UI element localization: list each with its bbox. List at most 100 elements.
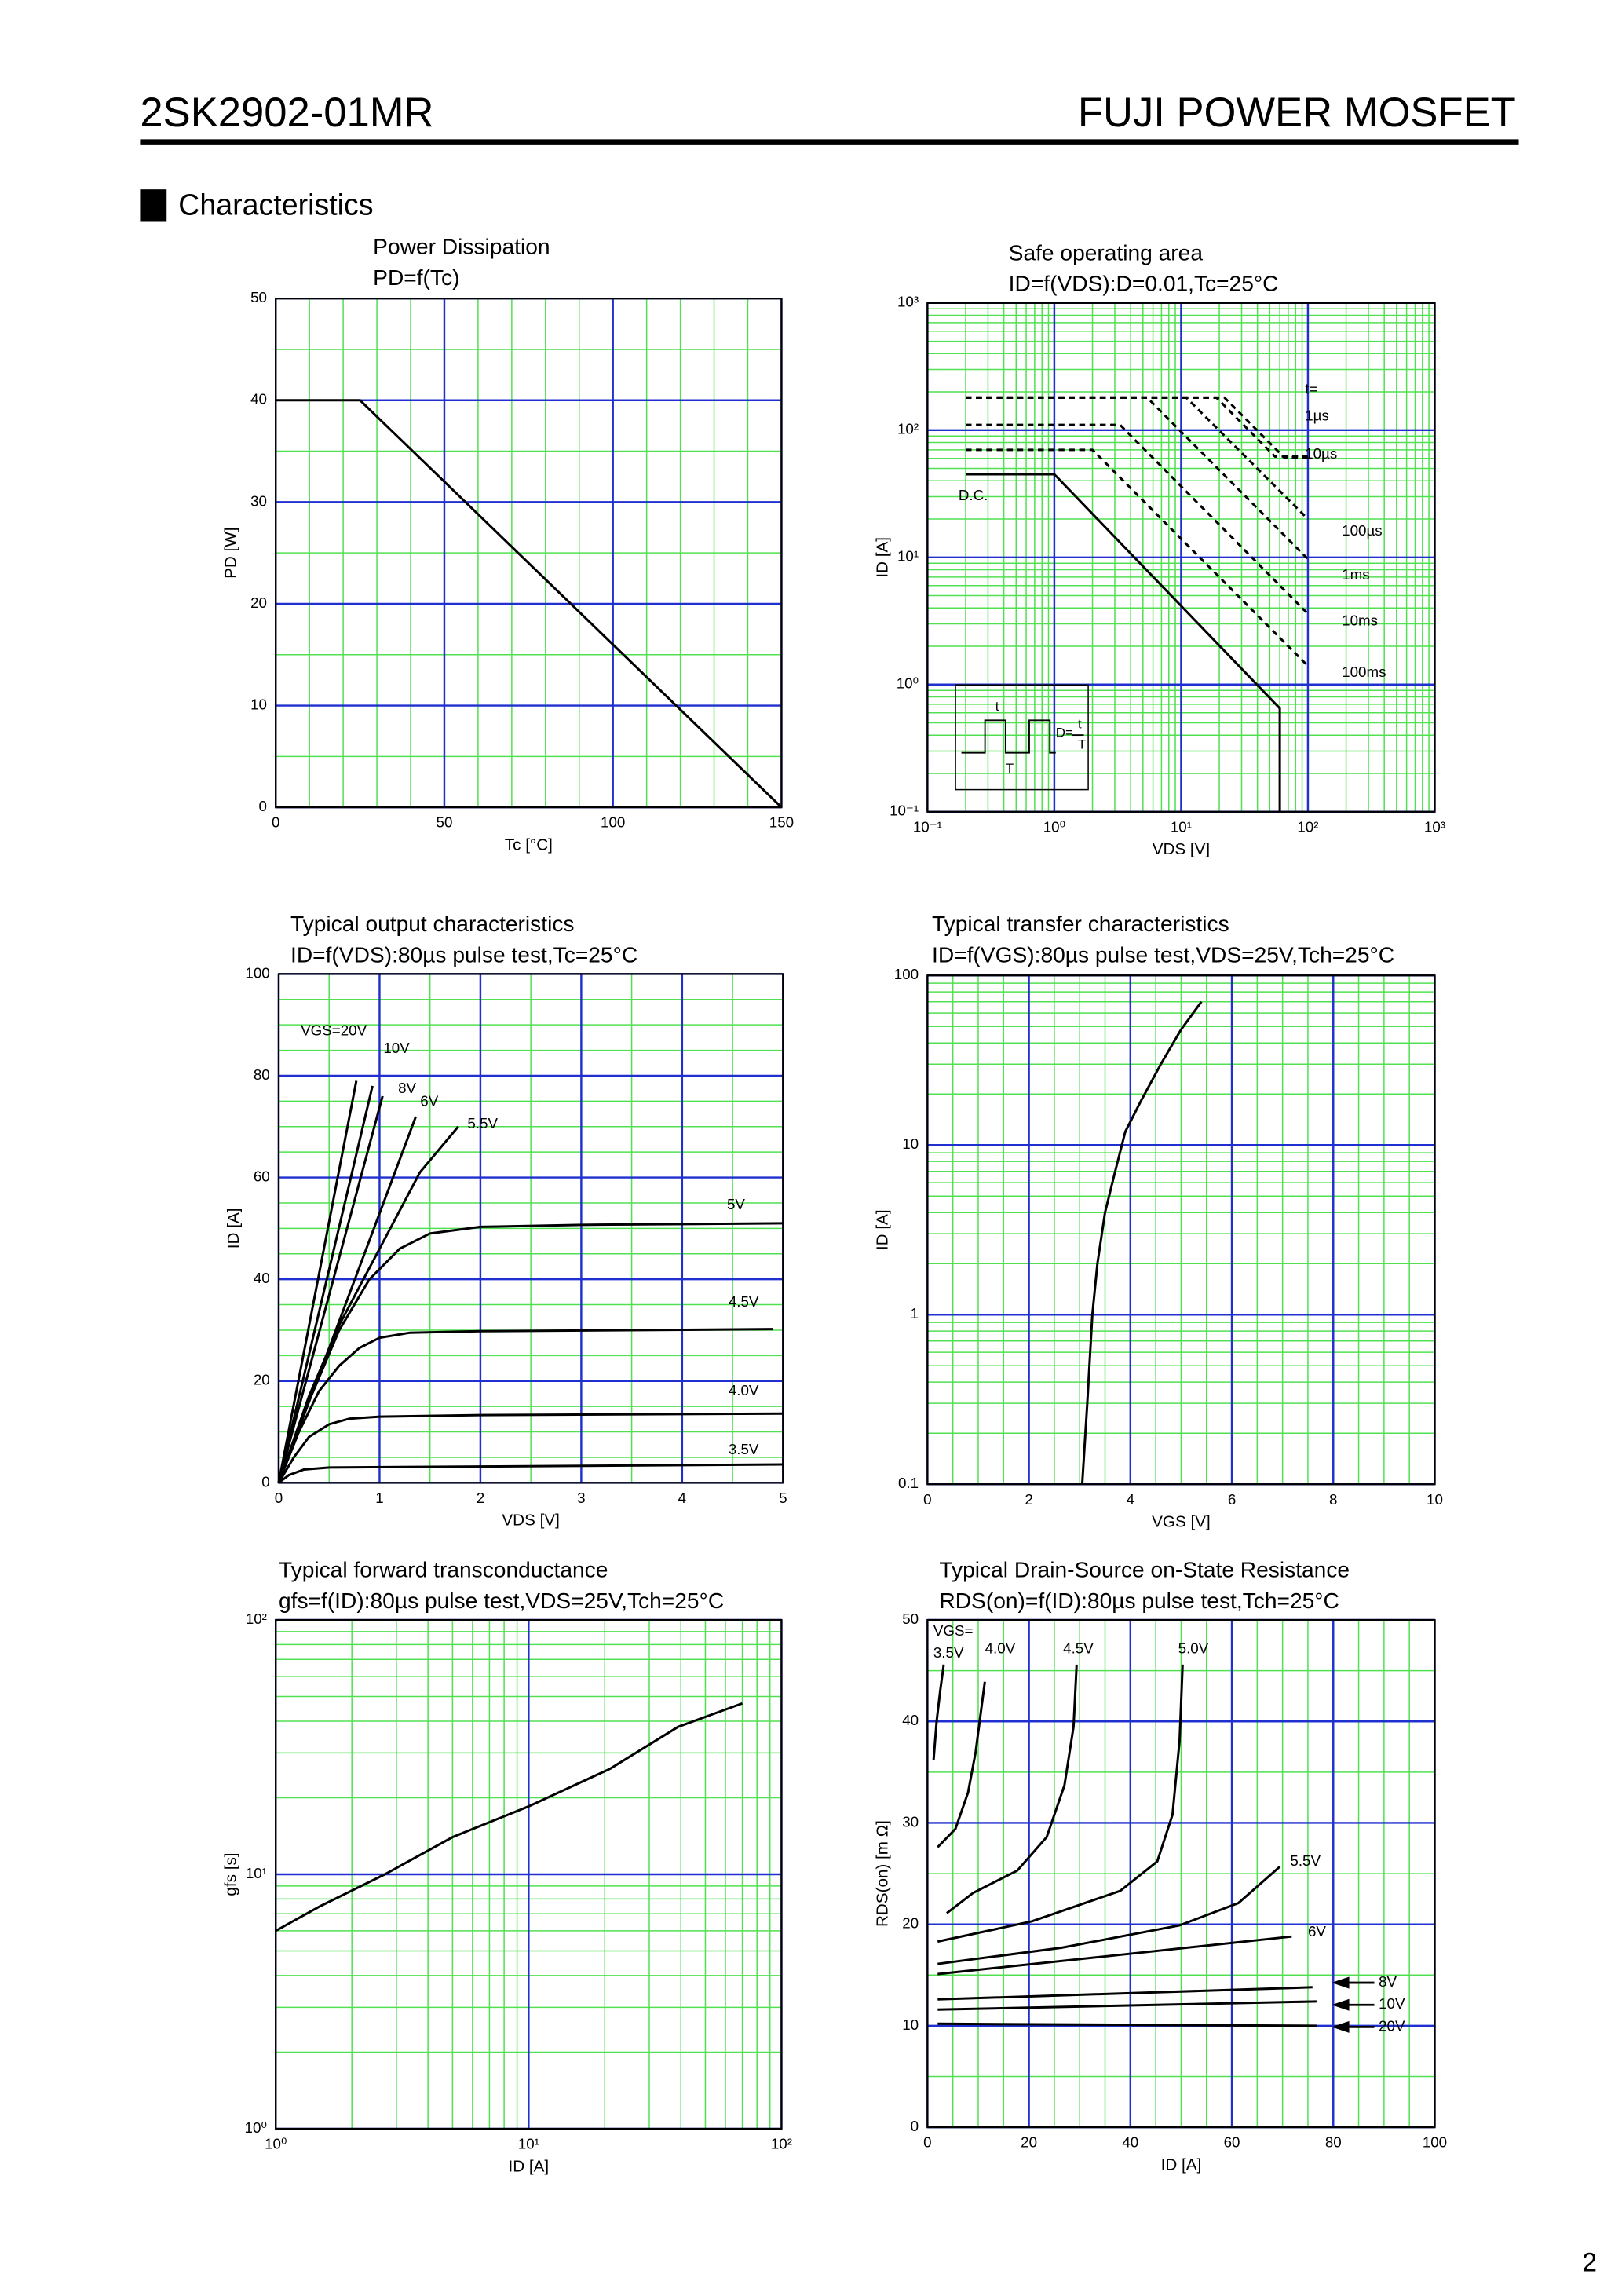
curve xyxy=(277,1412,784,1484)
inset-label: t xyxy=(995,699,999,714)
x-tick-label: 60 xyxy=(1224,2134,1240,2151)
x-axis-label: VDS [V] xyxy=(502,1512,559,1530)
y-tick-label: 10⁻¹ xyxy=(890,803,919,819)
curve-label: 20V xyxy=(1379,2017,1405,2034)
curve xyxy=(277,1085,374,1483)
plot-frame xyxy=(926,302,1436,813)
y-tick-label: 10³ xyxy=(897,294,919,310)
x-tick-label: 0 xyxy=(923,1491,931,1508)
chart-subtitle: PD=f(Tc) xyxy=(373,265,459,290)
curve xyxy=(277,1080,358,1483)
inset-box xyxy=(955,684,1089,791)
inset-label: t xyxy=(1078,716,1082,731)
curve xyxy=(277,1222,784,1483)
x-tick-label: 10⁻¹ xyxy=(913,818,942,835)
annotation: VGS= xyxy=(933,1622,974,1639)
brand: FUJI POWER MOSFET xyxy=(1078,90,1516,136)
curve xyxy=(277,1095,384,1483)
x-tick-label: 1 xyxy=(375,1490,383,1506)
x-axis-label: Tc [°C] xyxy=(505,835,553,854)
chart-subtitle: RDS(on)=f(ID):80µs pulse test,Tch=25°C xyxy=(939,1588,1339,1613)
x-tick-label: 40 xyxy=(1122,2134,1138,2151)
x-tick-label: 10¹ xyxy=(518,2136,539,2152)
y-tick-label: 0 xyxy=(911,2118,919,2134)
chart-subtitle: gfs=f(ID):80µs pulse test,VDS=25V,Tch=25… xyxy=(279,1588,724,1613)
curve xyxy=(937,1865,1281,1965)
x-tick-label: 80 xyxy=(1325,2134,1342,2151)
curve-label: 10ms xyxy=(1342,612,1378,628)
curve xyxy=(937,1681,986,1848)
section-marker xyxy=(140,189,167,222)
x-tick-label: 100 xyxy=(601,814,625,831)
curve-label: 10V xyxy=(1379,1995,1405,2012)
y-tick-label: 10 xyxy=(250,696,267,712)
curve-label: 3.5V xyxy=(933,1644,964,1661)
curve xyxy=(937,1986,1313,2001)
curve-label: 4.5V xyxy=(729,1293,759,1310)
curve xyxy=(966,396,1308,459)
plot-frame xyxy=(277,973,784,1484)
x-tick-label: 0 xyxy=(272,814,279,831)
curve xyxy=(275,1702,743,1932)
page-number: 2 xyxy=(1582,2248,1597,2278)
curve-label: 100µs xyxy=(1342,522,1383,539)
x-tick-label: 100 xyxy=(1423,2134,1447,2151)
curve-label: 10V xyxy=(383,1040,410,1056)
y-tick-label: 10⁰ xyxy=(897,675,919,692)
x-tick-label: 10³ xyxy=(1424,818,1445,835)
curve xyxy=(937,1935,1292,1976)
curve-label: 5.5V xyxy=(1290,1852,1321,1869)
y-tick-label: 10² xyxy=(897,421,919,437)
y-axis-label: gfs [s] xyxy=(221,1852,239,1896)
curve-label: 6V xyxy=(420,1093,438,1110)
pulse-diagram xyxy=(961,719,1056,754)
curve xyxy=(277,1125,459,1483)
x-tick-label: 10¹ xyxy=(1171,818,1192,835)
curve xyxy=(277,1328,773,1483)
y-tick-label: 0.1 xyxy=(898,1475,919,1491)
y-tick-label: 20 xyxy=(902,1915,919,1932)
y-axis-label: RDS(on) [m Ω] xyxy=(873,1820,891,1927)
chart-title: Typical forward transconductance xyxy=(279,1556,608,1581)
x-tick-label: 0 xyxy=(275,1490,283,1506)
x-tick-label: 10² xyxy=(1297,818,1318,835)
inset-label: T xyxy=(1006,761,1014,776)
part-number: 2SK2902-01MR xyxy=(140,90,433,136)
plot-frame xyxy=(275,1618,783,2130)
x-tick-label: 0 xyxy=(923,2134,931,2151)
curve xyxy=(946,1664,1078,1914)
x-axis-label: VDS [V] xyxy=(1153,840,1210,858)
y-tick-label: 100 xyxy=(245,964,269,981)
x-tick-label: 4 xyxy=(678,1490,686,1506)
x-axis-label: ID [A] xyxy=(509,2157,550,2175)
y-axis-label: PD [W] xyxy=(221,527,239,578)
y-tick-label: 30 xyxy=(902,1813,919,1830)
x-axis-label: ID [A] xyxy=(1161,2155,1202,2174)
curve-label: 100ms xyxy=(1342,664,1386,680)
x-tick-label: 10⁰ xyxy=(265,2136,287,2152)
chart-title: Typical transfer characteristics xyxy=(932,911,1229,936)
y-tick-label: 0 xyxy=(259,798,267,814)
curve-label: 5.0V xyxy=(1178,1640,1209,1657)
chart-title: Typical output characteristics xyxy=(290,911,575,936)
y-tick-label: 40 xyxy=(902,1712,919,1728)
y-tick-label: 1 xyxy=(911,1305,919,1322)
plot-frame xyxy=(275,298,783,809)
x-tick-label: 50 xyxy=(437,814,453,831)
curve xyxy=(278,1463,784,1484)
curve-label: 8V xyxy=(1379,1973,1397,1990)
x-tick-label: 4 xyxy=(1127,1491,1134,1508)
curve xyxy=(966,396,1310,560)
y-tick-label: 30 xyxy=(250,492,267,509)
annotation: t= xyxy=(1305,381,1317,397)
curve xyxy=(966,448,1310,667)
curve-label: 1ms xyxy=(1342,566,1369,583)
x-tick-label: 5 xyxy=(779,1490,787,1506)
curve-label: 8V xyxy=(398,1080,416,1096)
y-axis-label: ID [A] xyxy=(873,537,891,578)
curve-label: 1µs xyxy=(1305,407,1329,423)
arrow-head xyxy=(1331,1976,1350,1989)
chart-subtitle: ID=f(VGS):80µs pulse test,VDS=25V,Tch=25… xyxy=(932,941,1394,967)
